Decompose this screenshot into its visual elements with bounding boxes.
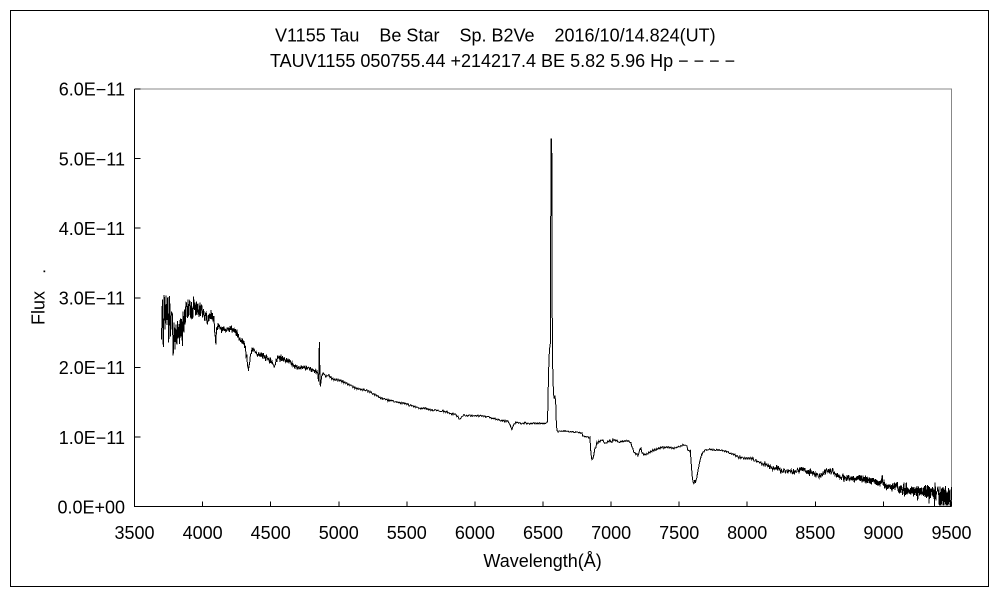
svg-text:TAUV1155 050755.44 +214217.4 B: TAUV1155 050755.44 +214217.4 BE 5.82 5.9… bbox=[270, 51, 735, 71]
svg-text:8000: 8000 bbox=[727, 523, 767, 543]
svg-text:3.0E−11: 3.0E−11 bbox=[59, 289, 125, 309]
svg-text:0.0E+00: 0.0E+00 bbox=[57, 498, 125, 518]
svg-text:5.0E−11: 5.0E−11 bbox=[59, 149, 125, 169]
svg-text:2.0E−11: 2.0E−11 bbox=[59, 358, 125, 378]
svg-text:5500: 5500 bbox=[387, 523, 427, 543]
svg-text:4500: 4500 bbox=[251, 523, 291, 543]
svg-text:8500: 8500 bbox=[795, 523, 835, 543]
svg-text:V1155 Tau Be Star Sp. B2: V1155 Tau Be Star Sp. B2Ve 2016/10/14.82… bbox=[275, 26, 716, 46]
svg-text:Flux: Flux bbox=[29, 291, 49, 325]
svg-text:4000: 4000 bbox=[183, 523, 223, 543]
svg-text:7500: 7500 bbox=[659, 523, 699, 543]
svg-text:4.0E−11: 4.0E−11 bbox=[59, 219, 125, 239]
svg-text:9500: 9500 bbox=[931, 523, 971, 543]
svg-text:7000: 7000 bbox=[591, 523, 631, 543]
svg-text:1.0E−11: 1.0E−11 bbox=[59, 428, 125, 448]
svg-text:6500: 6500 bbox=[523, 523, 563, 543]
svg-text:5000: 5000 bbox=[319, 523, 359, 543]
svg-text:Wavelength(Å): Wavelength(Å) bbox=[483, 551, 601, 571]
svg-text:9000: 9000 bbox=[863, 523, 903, 543]
svg-text:3500: 3500 bbox=[114, 523, 154, 543]
svg-text:6.0E−11: 6.0E−11 bbox=[59, 80, 125, 100]
svg-text:6000: 6000 bbox=[455, 523, 495, 543]
